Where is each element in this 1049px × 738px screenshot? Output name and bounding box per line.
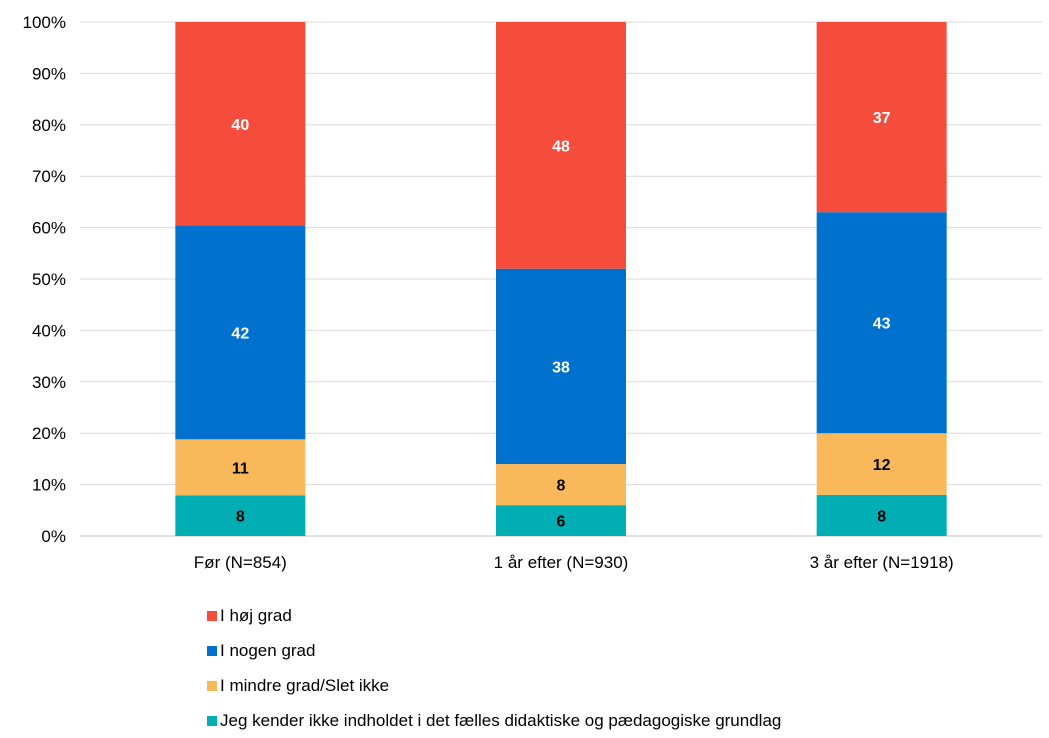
bar-segment: [175, 495, 306, 536]
legend-item-hoej-grad: I høj grad: [207, 598, 781, 633]
bar-segment: [496, 505, 626, 536]
y-tick-label: 0%: [41, 527, 66, 546]
data-label: 8: [557, 478, 566, 495]
bar-segment: [816, 433, 947, 495]
legend-swatch-nogen-grad: [207, 645, 217, 656]
y-tick-label: 80%: [32, 116, 66, 135]
bar-segment: [816, 494, 947, 536]
data-label: 6: [557, 514, 566, 531]
data-label: 48: [552, 138, 570, 155]
data-label: 8: [236, 509, 245, 526]
x-tick-label: 1 år efter (N=930): [494, 553, 629, 572]
bar-segment: [496, 464, 626, 506]
bar-segment: [175, 439, 306, 496]
y-tick-label: 20%: [32, 424, 66, 443]
y-tick-label: 100%: [23, 13, 66, 32]
bar-segment: [175, 22, 306, 226]
legend-label-hoej-grad: I høj grad: [220, 605, 292, 625]
y-tick-label: 10%: [32, 476, 66, 495]
y-tick-label: 40%: [32, 321, 66, 340]
y-tick-label: 90%: [32, 64, 66, 83]
data-label: 38: [552, 359, 570, 376]
data-label: 11: [232, 460, 249, 477]
legend-swatch-mindre-grad: [207, 680, 217, 691]
bar-segment: [175, 225, 306, 440]
legend-item-mindre-grad: I mindre grad/Slet ikke: [207, 668, 781, 703]
data-label: 43: [873, 316, 891, 333]
data-label: 8: [877, 508, 886, 525]
y-tick-label: 30%: [32, 373, 66, 392]
bar-segment: [816, 212, 947, 434]
x-tick-label: 3 år efter (N=1918): [810, 553, 954, 572]
data-label: 12: [873, 457, 891, 474]
y-tick-label: 50%: [32, 270, 66, 289]
legend: I høj grad I nogen grad I mindre grad/Sl…: [207, 598, 781, 738]
bar-segment: [496, 268, 626, 465]
legend-item-kender-ikke: Jeg kender ikke indholdet i det fælles d…: [207, 703, 781, 738]
legend-label-kender-ikke: Jeg kender ikke indholdet i det fælles d…: [220, 710, 782, 730]
x-tick-label: Før (N=854): [194, 553, 287, 572]
legend-label-nogen-grad: I nogen grad: [220, 640, 316, 660]
legend-label-mindre-grad: I mindre grad/Slet ikke: [220, 675, 390, 695]
data-label: 40: [231, 117, 249, 134]
legend-item-nogen-grad: I nogen grad: [207, 633, 781, 668]
bar-segment: [496, 22, 626, 269]
legend-swatch-kender-ikke: [207, 715, 217, 726]
y-tick-label: 60%: [32, 219, 66, 238]
y-tick-label: 70%: [32, 167, 66, 186]
data-label: 37: [873, 110, 891, 127]
data-label: 42: [231, 325, 249, 342]
bar-segment: [816, 22, 947, 213]
legend-swatch-hoej-grad: [207, 610, 217, 621]
stacked-bar-chart: 0% 10% 20% 30% 40% 50% 60% 70% 80% 90% 100% 8 11 42 40…: [23, 13, 1042, 572]
